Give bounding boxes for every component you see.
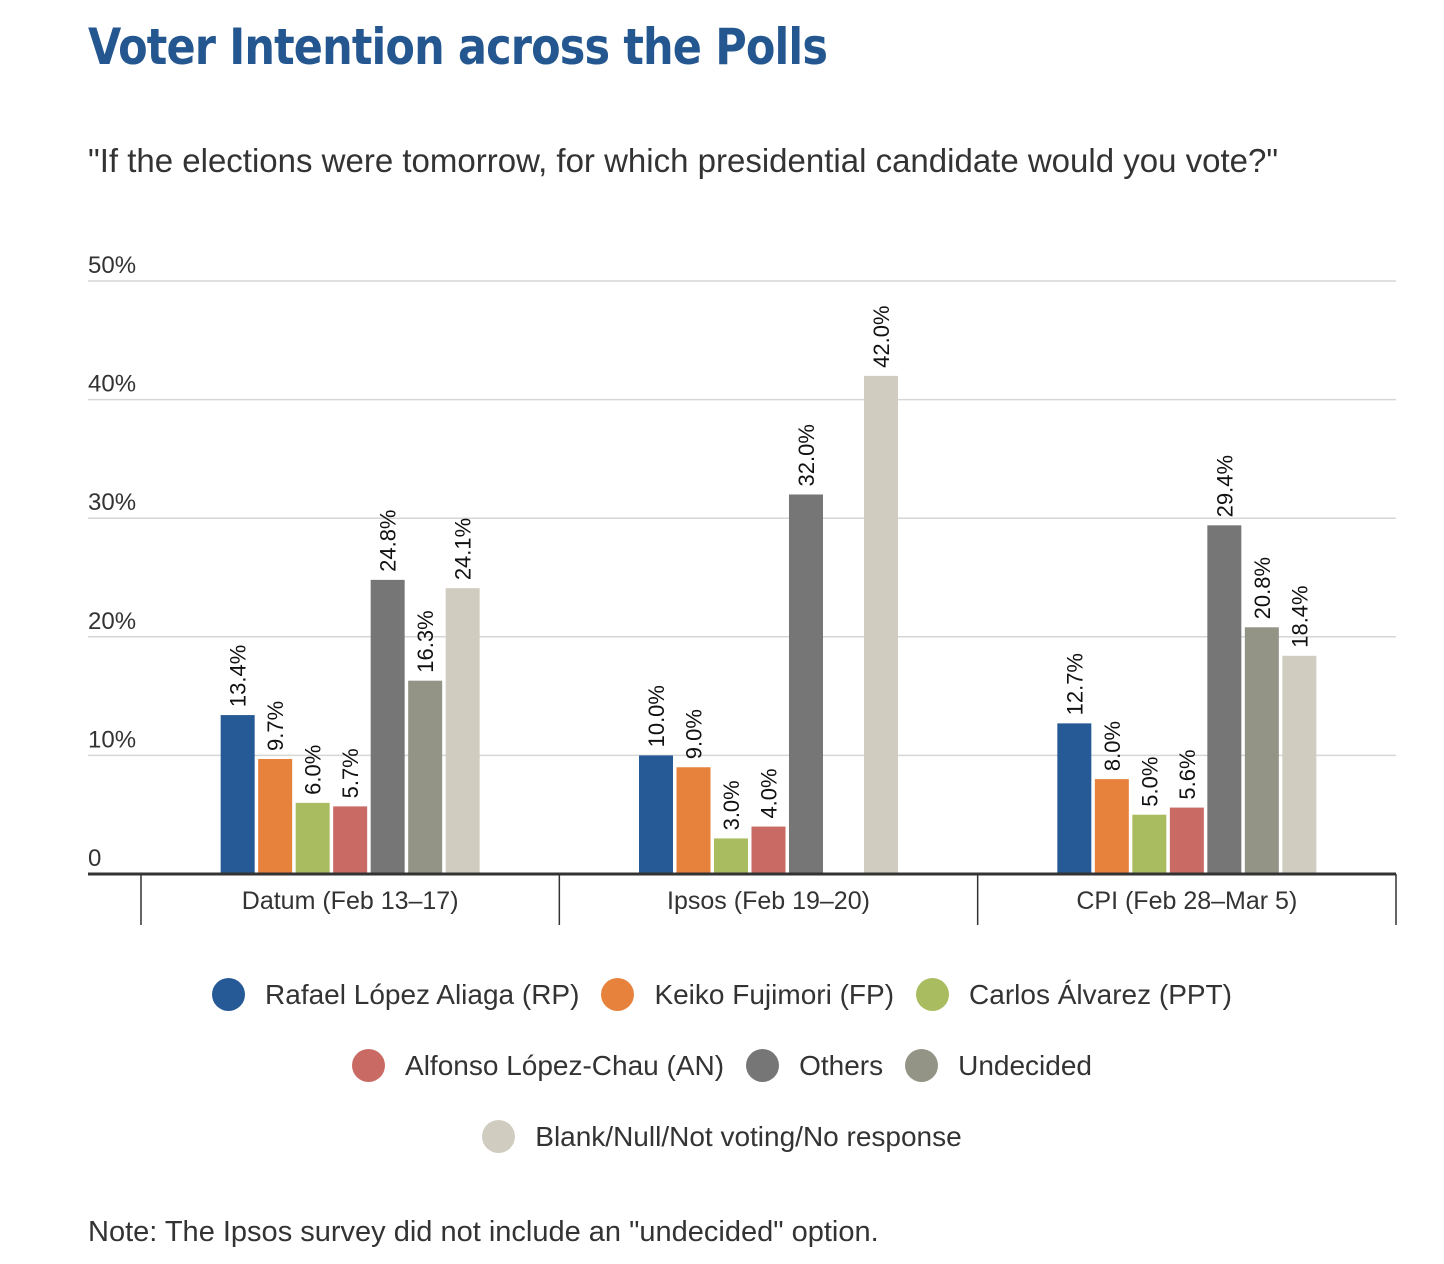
- data-label: 20.8%: [1250, 557, 1275, 619]
- legend-label: Rafael López Aliaga (RP): [265, 978, 580, 1010]
- legend-swatch-icon: [746, 1049, 780, 1082]
- y-tick-label: 30%: [88, 489, 136, 516]
- legend-item[interactable]: Others: [746, 1049, 883, 1082]
- data-label: 3.0%: [719, 780, 744, 830]
- bar: [1207, 525, 1242, 874]
- data-label: 18.4%: [1287, 585, 1312, 647]
- bar: [1169, 807, 1204, 874]
- legend-item[interactable]: Alfonso López-Chau (AN): [352, 1049, 724, 1082]
- data-label: 29.4%: [1212, 455, 1237, 517]
- bar: [333, 806, 368, 874]
- bar: [789, 494, 823, 874]
- chart-note: Note: The Ipsos survey did not include a…: [88, 1216, 879, 1248]
- y-tick-label: 50%: [88, 252, 136, 279]
- data-label: 16.3%: [413, 610, 438, 672]
- data-label: 24.1%: [451, 518, 476, 580]
- legend-swatch-icon: [601, 978, 635, 1011]
- bar: [714, 838, 748, 874]
- bar: [1282, 655, 1317, 874]
- data-label: 9.7%: [263, 701, 288, 751]
- data-label: 12.7%: [1062, 653, 1087, 715]
- chart-title: Voter Intention across the Polls: [88, 18, 828, 76]
- legend-item[interactable]: Keiko Fujimori (FP): [601, 978, 894, 1011]
- data-label: 4.0%: [757, 768, 782, 818]
- bar: [258, 758, 293, 874]
- legend-item[interactable]: Rafael López Aliaga (RP): [212, 978, 579, 1011]
- legend-swatch-icon: [482, 1120, 516, 1153]
- y-tick-label: 0: [88, 845, 101, 872]
- legend-label: Undecided: [958, 1049, 1092, 1081]
- bar: [639, 755, 673, 874]
- legend-item[interactable]: Blank/Null/Not voting/No response: [482, 1120, 962, 1153]
- data-label: 5.0%: [1137, 757, 1162, 807]
- bar: [864, 375, 898, 874]
- bar: [295, 802, 330, 874]
- legend-row-1: Rafael López Aliaga (RP) Keiko Fujimori (…: [0, 978, 1444, 1011]
- data-label: 24.8%: [376, 509, 401, 571]
- data-label: 9.0%: [682, 709, 707, 759]
- bar: [445, 588, 480, 874]
- legend-swatch-icon: [916, 978, 950, 1011]
- legend-label: Others: [799, 1049, 884, 1081]
- legend-row-2: Alfonso López-Chau (AN) Others Undecided: [0, 1049, 1444, 1082]
- category-label: Ipsos (Feb 19–20): [667, 887, 870, 915]
- bar: [751, 826, 786, 874]
- y-tick-label: 20%: [88, 608, 136, 635]
- data-label: 10.0%: [644, 685, 669, 747]
- bar: [1094, 779, 1129, 874]
- legend-swatch-icon: [352, 1049, 386, 1082]
- y-tick-label: 10%: [88, 726, 136, 753]
- category-label: CPI (Feb 28–Mar 5): [1076, 887, 1297, 915]
- legend-label: Blank/Null/Not voting/No response: [535, 1120, 962, 1152]
- category-label: Datum (Feb 13–17): [242, 887, 459, 915]
- data-label: 8.0%: [1100, 721, 1125, 771]
- bar: [408, 680, 443, 874]
- data-label: 5.6%: [1175, 749, 1200, 799]
- bar: [1057, 723, 1092, 874]
- bar-chart: 0 10% 20% 30% 40% 50% Datum (Feb 13–17) 13.4% 9.…: [88, 252, 1397, 925]
- bar: [1244, 627, 1279, 874]
- legend-row-3: Blank/Null/Not voting/No response: [0, 1120, 1444, 1153]
- data-label: 6.0%: [301, 745, 326, 795]
- legend-label: Carlos Álvarez (PPT): [969, 978, 1232, 1010]
- data-label: 32.0%: [794, 424, 819, 486]
- legend-swatch-icon: [212, 978, 246, 1011]
- bar: [220, 715, 255, 874]
- bar: [1132, 814, 1167, 874]
- chart-subtitle: "If the elections were tomorrow, for whi…: [88, 142, 1279, 179]
- legend-item[interactable]: Undecided: [905, 1049, 1092, 1082]
- y-tick-label: 40%: [88, 371, 136, 398]
- legend-label: Keiko Fujimori (FP): [654, 978, 895, 1010]
- legend-item[interactable]: Carlos Álvarez (PPT): [916, 978, 1232, 1011]
- legend-swatch-icon: [905, 1049, 939, 1082]
- data-label: 5.7%: [338, 748, 363, 798]
- data-label: 42.0%: [869, 305, 894, 367]
- bar: [370, 579, 405, 874]
- legend-label: Alfonso López-Chau (AN): [405, 1049, 725, 1081]
- data-label: 13.4%: [226, 645, 251, 707]
- bar: [676, 767, 711, 874]
